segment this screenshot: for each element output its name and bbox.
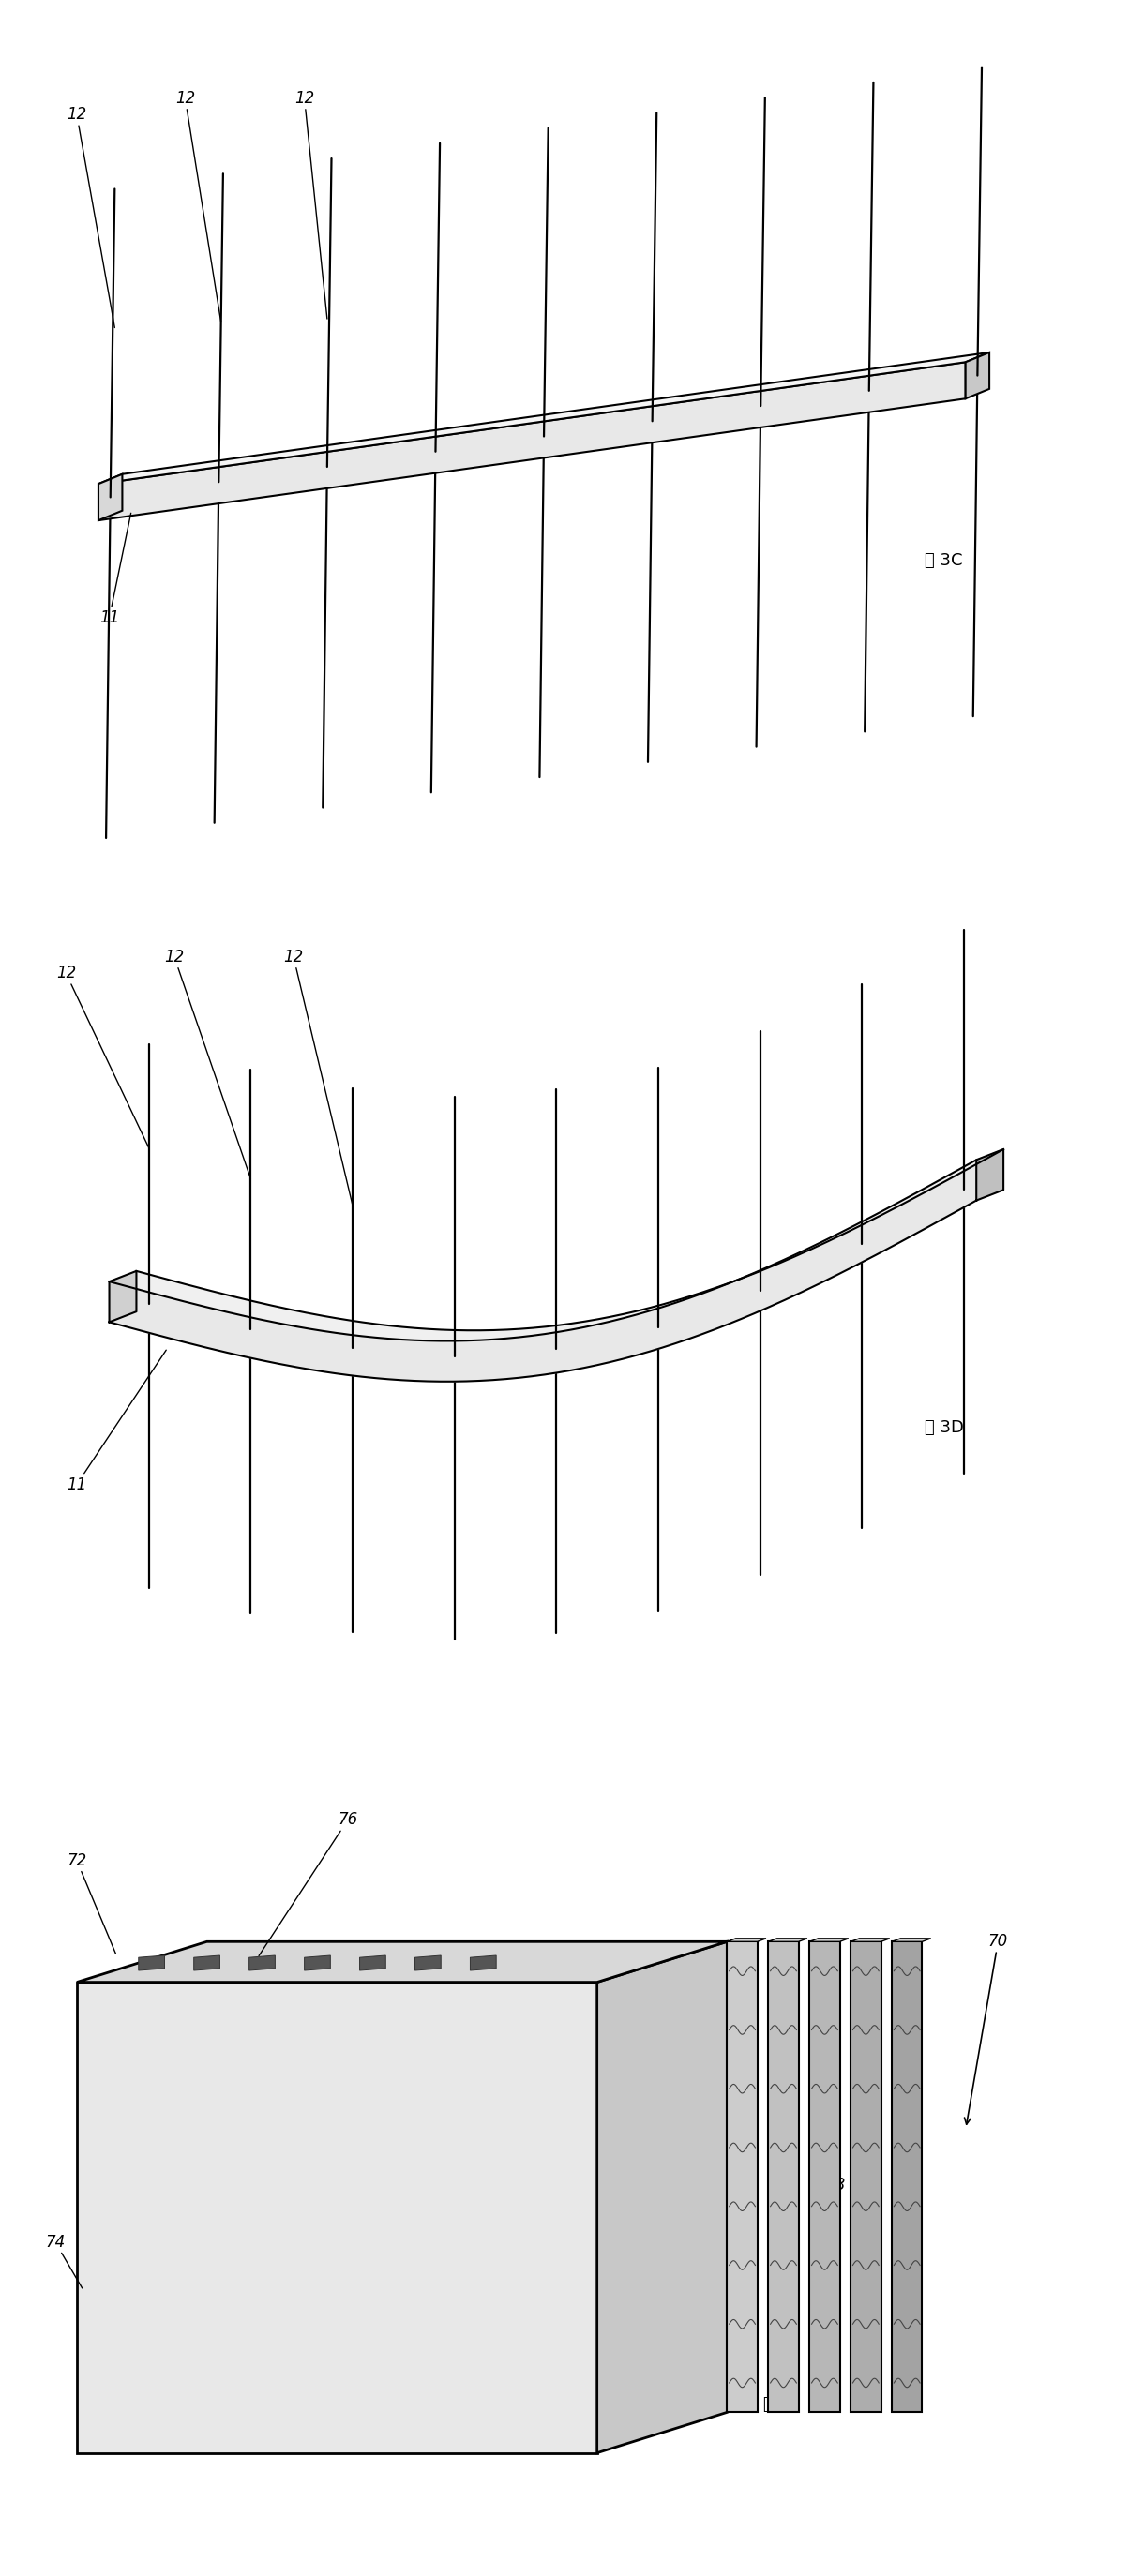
Text: 12: 12 (56, 966, 149, 1149)
Polygon shape (250, 1955, 275, 1971)
Text: 72: 72 (67, 1852, 116, 1953)
Polygon shape (360, 1955, 386, 1971)
Text: 70: 70 (964, 1932, 1008, 2125)
Polygon shape (194, 1955, 220, 1971)
Polygon shape (98, 363, 965, 520)
Polygon shape (110, 1270, 137, 1321)
Polygon shape (809, 1937, 849, 1942)
Text: 图 3D: 图 3D (925, 1419, 963, 1435)
Text: 12: 12 (175, 90, 221, 322)
Polygon shape (850, 1937, 890, 1942)
Polygon shape (892, 1942, 922, 2411)
Polygon shape (727, 1937, 767, 1942)
Polygon shape (892, 1937, 930, 1942)
Polygon shape (305, 1955, 331, 1971)
Text: 74: 74 (45, 2233, 82, 2287)
Polygon shape (415, 1955, 441, 1971)
Text: 11: 11 (67, 1350, 166, 1494)
Polygon shape (77, 1942, 727, 1984)
Text: 76: 76 (259, 1811, 358, 1955)
Polygon shape (768, 1942, 798, 2411)
Text: 12: 12 (295, 90, 327, 319)
Text: 12: 12 (165, 948, 251, 1180)
Polygon shape (768, 1937, 807, 1942)
Text: 图 3C: 图 3C (925, 551, 963, 569)
Polygon shape (98, 474, 122, 520)
Polygon shape (139, 1955, 165, 1971)
Polygon shape (965, 353, 989, 399)
Text: 12: 12 (283, 948, 352, 1206)
Polygon shape (597, 1942, 727, 2452)
Polygon shape (727, 1942, 758, 2411)
Text: 12: 12 (67, 106, 115, 327)
Polygon shape (98, 353, 989, 484)
Polygon shape (77, 1984, 597, 2452)
Polygon shape (809, 1942, 840, 2411)
Polygon shape (470, 1955, 497, 1971)
Text: 11: 11 (99, 513, 131, 626)
Text: 图 3E: 图 3E (763, 2396, 799, 2414)
Text: 78: 78 (825, 2177, 846, 2249)
Polygon shape (110, 1149, 1004, 1342)
Polygon shape (850, 1942, 881, 2411)
Polygon shape (110, 1159, 977, 1381)
Polygon shape (977, 1149, 1004, 1200)
